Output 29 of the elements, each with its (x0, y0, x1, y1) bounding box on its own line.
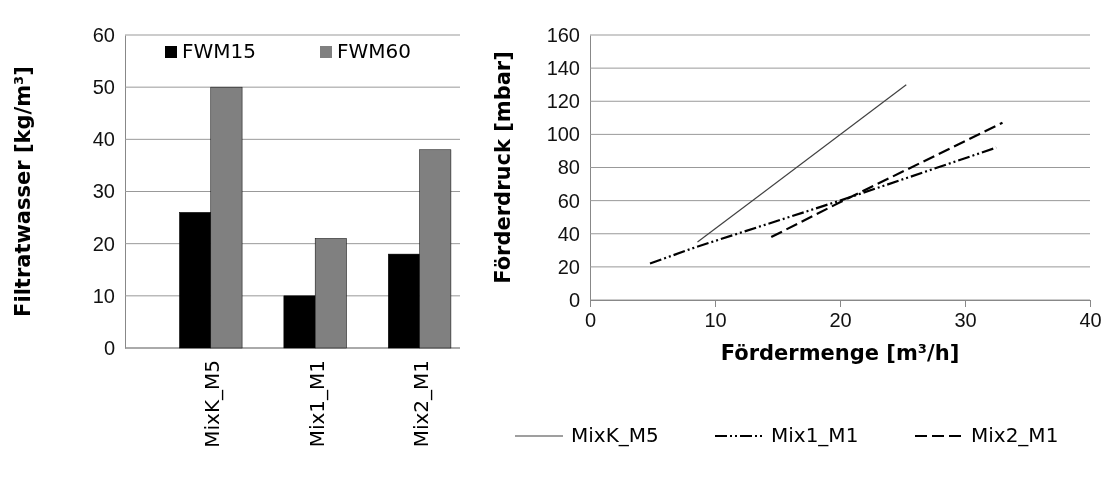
y-axis-title: Filtratwasser [kg/m³] (11, 66, 35, 317)
y-tick-label: 40 (557, 222, 580, 245)
y-tick-label: 100 (546, 123, 580, 146)
x-tick-label: MixK_M5 (200, 360, 225, 448)
y-tick-label: 60 (92, 23, 115, 46)
y-tick-label: 140 (546, 57, 580, 80)
y-tick-label: 50 (92, 76, 115, 99)
y-tick-label: 30 (92, 180, 115, 203)
x-tick-label: 10 (704, 309, 727, 332)
x-tick-label: 40 (1079, 309, 1102, 332)
legend-label: FWM60 (337, 38, 411, 63)
x-tick-label: Mix2_M1 (409, 360, 434, 448)
y-tick-label: 80 (557, 156, 580, 179)
y-tick-label: 10 (92, 284, 115, 307)
x-tick-label: Mix1_M1 (304, 360, 329, 448)
x-axis-title: Fördermenge [m³/h] (720, 341, 960, 365)
x-tick-label: 0 (584, 309, 597, 332)
y-tick-label: 0 (103, 336, 115, 359)
x-tick-label: 20 (829, 309, 852, 332)
y-tick-label: 60 (557, 189, 580, 212)
y-tick-label: 20 (557, 255, 580, 278)
y-tick-label: 40 (92, 128, 115, 151)
y-tick-label: 160 (546, 23, 580, 46)
y-tick-label: 0 (568, 288, 580, 311)
legend-label: FWM15 (182, 38, 256, 63)
y-axis-title: Förderdruck [mbar] (491, 51, 515, 284)
x-tick-label: 30 (954, 309, 977, 332)
y-tick-label: 120 (546, 90, 580, 113)
y-tick-label: 20 (92, 232, 115, 255)
